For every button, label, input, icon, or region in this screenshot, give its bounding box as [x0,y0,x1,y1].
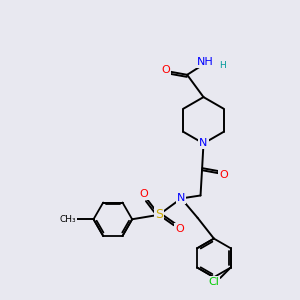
Text: O: O [175,224,184,234]
Text: NH: NH [196,57,213,67]
Text: N: N [177,194,185,203]
Text: O: O [161,65,170,75]
Text: O: O [219,170,228,180]
Text: N: N [199,139,208,148]
Text: O: O [140,189,148,199]
Text: CH₃: CH₃ [60,215,76,224]
Text: Cl: Cl [208,277,219,286]
Text: S: S [155,208,163,221]
Text: H: H [219,61,226,70]
